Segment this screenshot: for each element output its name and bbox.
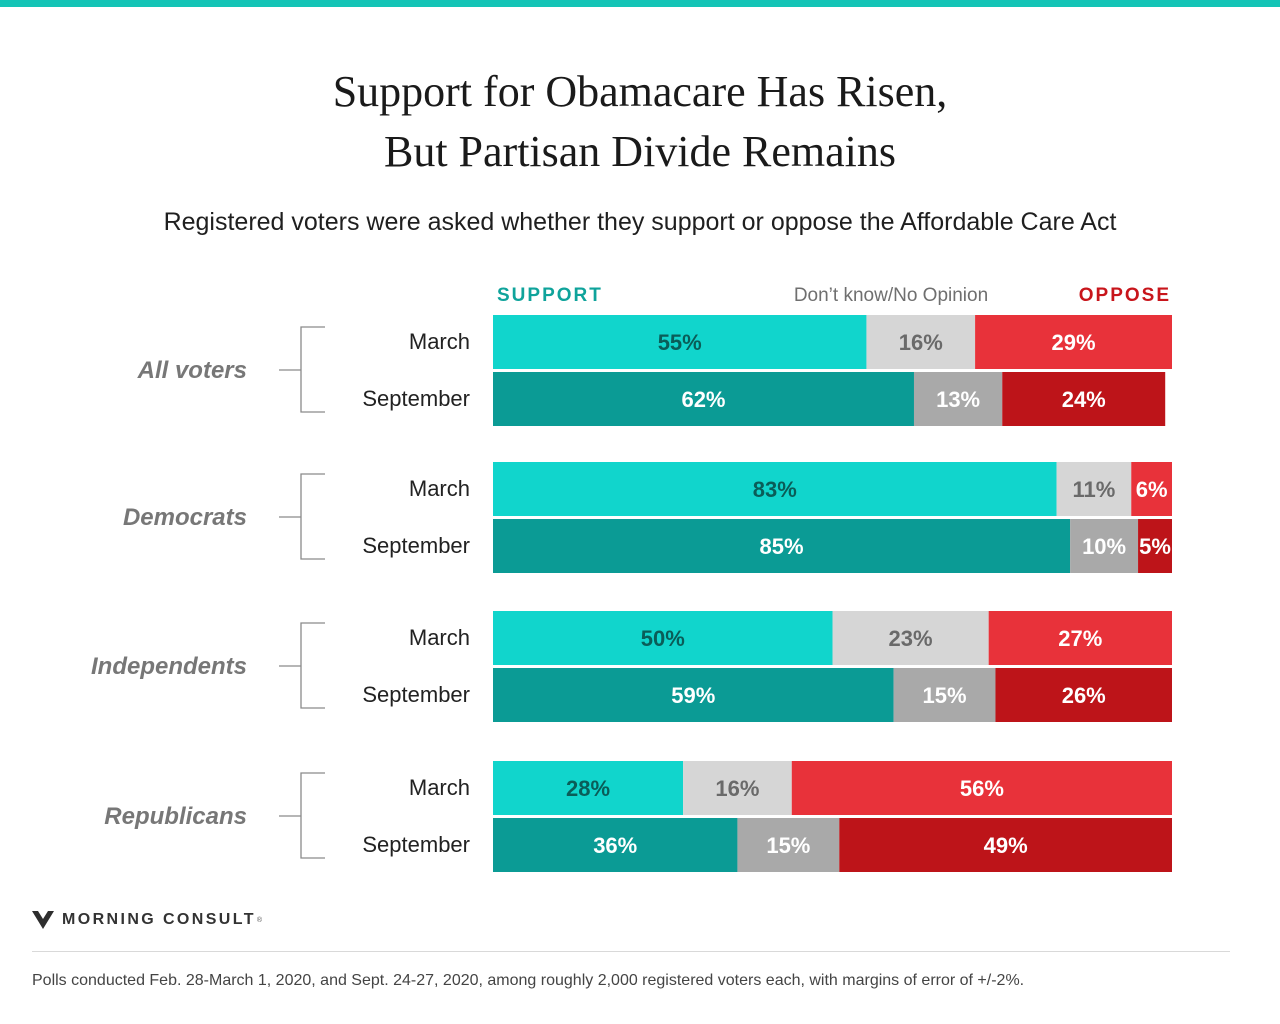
- period-label-democrats-march: March: [409, 476, 470, 501]
- brand-name: MORNING CONSULT: [62, 911, 256, 928]
- value-label-support-independents-september: 59%: [671, 683, 715, 708]
- value-label-oppose-republicans-september: 49%: [984, 833, 1028, 858]
- period-label-all-voters-march: March: [409, 329, 470, 354]
- footer-divider: [32, 951, 1230, 952]
- bar-oppose-independents-september: [995, 668, 1172, 722]
- value-label-support-all-voters-september: 62%: [681, 387, 725, 412]
- bar-dk-republicans-september: [737, 818, 840, 872]
- bar-support-republicans-march: [493, 761, 684, 815]
- morning-consult-mark-icon: [32, 911, 54, 929]
- value-label-support-independents-march: 50%: [641, 626, 685, 651]
- legend-oppose: OPPOSE: [1079, 285, 1171, 306]
- bar-dk-all-voters-march: [866, 315, 976, 369]
- bar-oppose-democrats-september: [1138, 519, 1172, 573]
- period-label-republicans-march: March: [409, 775, 470, 800]
- bar-oppose-republicans-march: [791, 761, 1172, 815]
- bar-dk-all-voters-september: [913, 372, 1003, 426]
- bars-layer: All voters March 55% 16% 29% September 62% 13% 2…: [91, 315, 1172, 872]
- bar-oppose-all-voters-march: [975, 315, 1172, 369]
- group-bracket-independents: [279, 622, 325, 709]
- bar-dk-republicans-march: [683, 761, 792, 815]
- top-accent-bar: [0, 0, 1280, 7]
- legend-dont-know: Don’t know/No Opinion: [794, 285, 988, 306]
- bar-dk-independents-september: [893, 668, 996, 722]
- bar-oppose-all-voters-september: [1002, 372, 1166, 426]
- bar-oppose-independents-march: [988, 611, 1172, 665]
- bar-oppose-republicans-september: [839, 818, 1172, 872]
- chart-subtitle: Registered voters were asked whether the…: [163, 208, 1117, 236]
- value-label-dk-republicans-september: 15%: [766, 833, 810, 858]
- group-label-independents: Independents: [91, 653, 247, 680]
- morning-consult-logo: MORNING CONSULT ®: [32, 908, 262, 932]
- group-label-republicans: Republicans: [104, 803, 247, 830]
- period-label-independents-september: September: [362, 682, 470, 707]
- value-label-dk-all-voters-march: 16%: [899, 330, 943, 355]
- group-bracket-republicans: [279, 772, 325, 859]
- value-label-oppose-all-voters-september: 24%: [1062, 387, 1106, 412]
- bar-dk-democrats-march: [1056, 462, 1132, 516]
- period-label-independents-march: March: [409, 625, 470, 650]
- value-label-support-all-voters-march: 55%: [658, 330, 702, 355]
- value-label-support-republicans-march: 28%: [566, 776, 610, 801]
- registered-mark: ®: [256, 916, 263, 924]
- chart-title-line-1: Support for Obamacare Has Risen,: [332, 67, 948, 116]
- value-label-support-democrats-september: 85%: [760, 534, 804, 559]
- value-label-dk-democrats-march: 11%: [1073, 477, 1116, 502]
- value-label-dk-all-voters-september: 13%: [936, 387, 980, 412]
- chart-title-line-2: But Partisan Divide Remains: [383, 127, 897, 176]
- bar-support-all-voters-september: [493, 372, 914, 426]
- bar-dk-democrats-september: [1070, 519, 1139, 573]
- value-label-support-democrats-march: 83%: [753, 477, 797, 502]
- group-label-democrats: Democrats: [123, 504, 247, 531]
- bar-support-democrats-march: [493, 462, 1057, 516]
- footnote: Polls conducted Feb. 28-March 1, 2020, a…: [32, 972, 1025, 989]
- period-label-democrats-september: September: [362, 533, 470, 558]
- bar-support-all-voters-march: [493, 315, 867, 369]
- value-label-oppose-all-voters-march: 29%: [1052, 330, 1096, 355]
- bar-dk-independents-march: [832, 611, 989, 665]
- period-label-republicans-september: September: [362, 832, 470, 857]
- value-label-oppose-independents-september: 26%: [1062, 683, 1106, 708]
- stacked-bar-chart: SUPPORT Don’t know/No Opinion OPPOSE All…: [91, 285, 1172, 872]
- legend-support: SUPPORT: [497, 285, 603, 306]
- value-label-dk-democrats-september: 10%: [1082, 534, 1126, 559]
- group-bracket-all-voters: [279, 326, 325, 413]
- value-label-dk-independents-march: 23%: [889, 626, 933, 651]
- bar-support-democrats-september: [493, 519, 1071, 573]
- value-label-oppose-independents-march: 27%: [1058, 626, 1102, 651]
- value-label-dk-independents-september: 15%: [923, 683, 967, 708]
- period-label-all-voters-september: September: [362, 386, 470, 411]
- bar-support-republicans-september: [493, 818, 738, 872]
- value-label-dk-republicans-march: 16%: [715, 776, 759, 801]
- value-label-oppose-republicans-march: 56%: [960, 776, 1004, 801]
- group-label-all-voters: All voters: [137, 357, 247, 384]
- chart-title: Support for Obamacare Has Risen, But Par…: [0, 62, 1280, 182]
- value-label-oppose-democrats-september: 5%: [1139, 534, 1171, 559]
- bar-oppose-democrats-march: [1131, 462, 1172, 516]
- value-label-support-republicans-september: 36%: [593, 833, 637, 858]
- group-bracket-democrats: [279, 473, 325, 560]
- value-label-oppose-democrats-march: 6%: [1136, 477, 1168, 502]
- bar-support-independents-september: [493, 668, 894, 722]
- bar-support-independents-march: [493, 611, 833, 665]
